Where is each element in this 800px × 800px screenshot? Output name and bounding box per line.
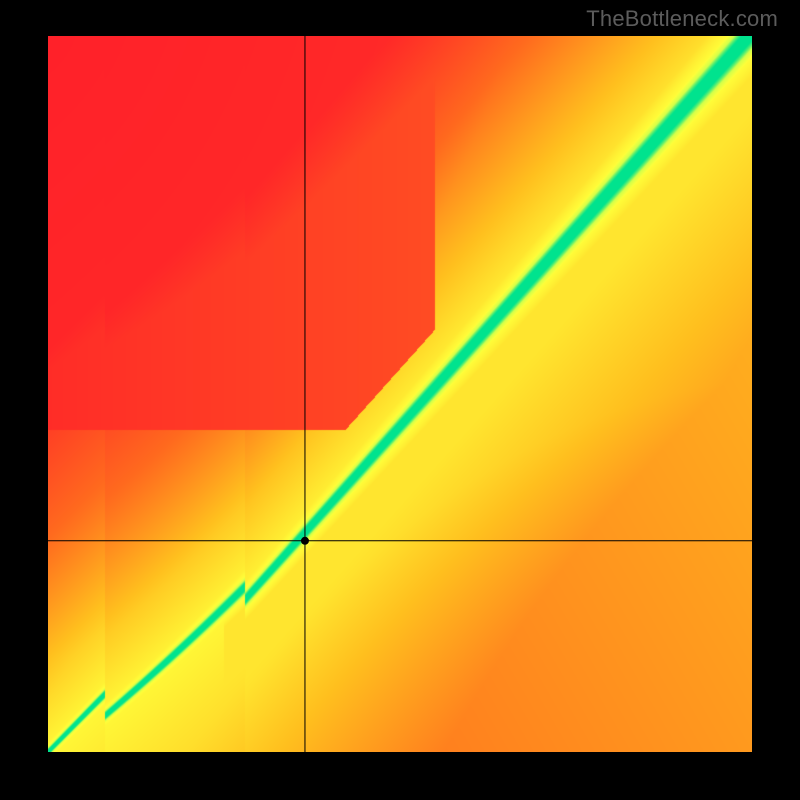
watermark-text: TheBottleneck.com [586,6,778,32]
heatmap [48,36,752,752]
heatmap-canvas [48,36,752,752]
chart-container: TheBottleneck.com [0,0,800,800]
